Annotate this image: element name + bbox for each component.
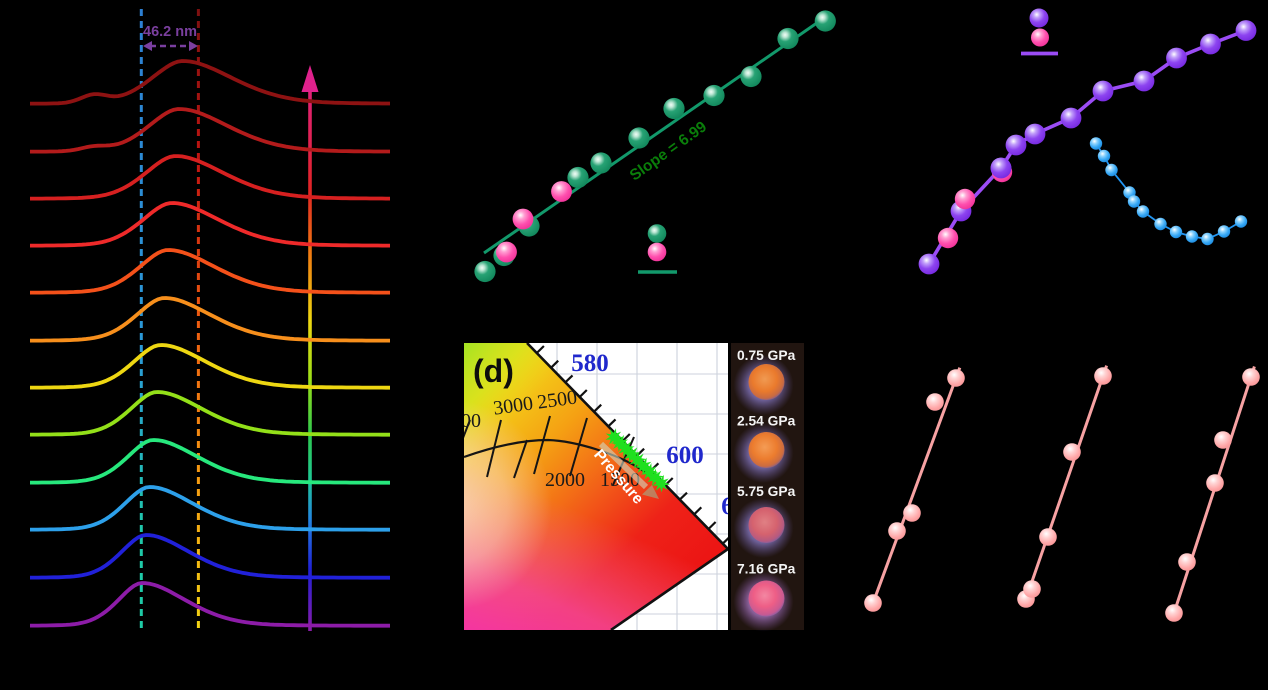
- svg-text:2.54 GPa: 2.54 GPa: [737, 414, 796, 429]
- svg-text:7.16 GPa: 7.16 GPa: [737, 562, 796, 577]
- svg-text:620: 620: [721, 493, 759, 520]
- svg-text:2000: 2000: [545, 469, 585, 491]
- svg-text:00: 00: [461, 410, 481, 432]
- svg-text:46.2 nm: 46.2 nm: [143, 24, 197, 40]
- svg-text:600: 600: [666, 442, 704, 469]
- svg-text:(d): (d): [473, 353, 514, 389]
- svg-text:5.75 GPa: 5.75 GPa: [737, 484, 796, 499]
- svg-text:0.75 GPa: 0.75 GPa: [737, 348, 796, 363]
- svg-text:580: 580: [571, 350, 609, 377]
